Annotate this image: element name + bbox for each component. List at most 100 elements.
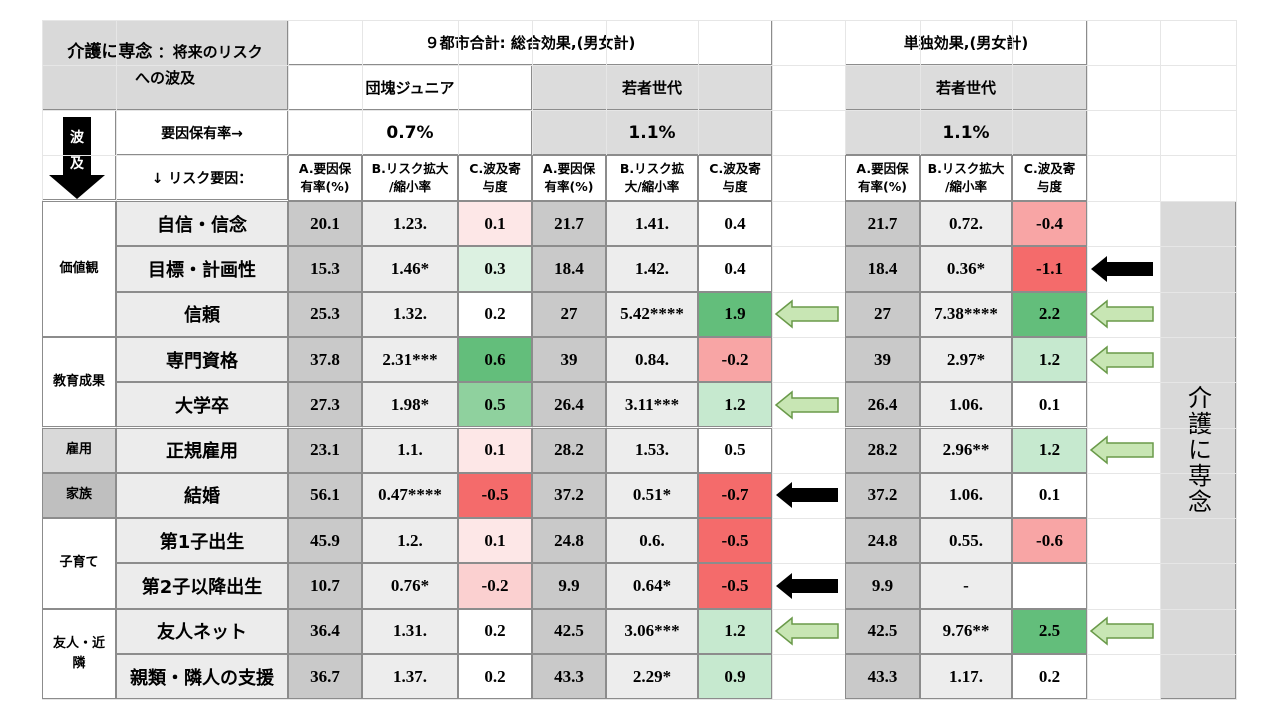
factor-label: 結婚 xyxy=(116,472,288,519)
corner-title-rest: ：将来のリスク xyxy=(157,43,263,61)
black-left-arrow-icon xyxy=(776,482,838,509)
corner-title-main: 介護に専念 xyxy=(67,42,153,62)
value-wk-a: 42.5 xyxy=(532,608,606,654)
group-label: 教育成果 xyxy=(42,336,116,428)
factor-label: 第2子以降出生 xyxy=(116,563,288,609)
value-wk-b: 0.64* xyxy=(606,563,698,609)
value-sg-a: 18.4 xyxy=(845,246,920,292)
subheader-sg-1: B.リスク拡大 /縮小率 xyxy=(920,155,1012,201)
value-dj-a: 25.3 xyxy=(288,291,362,337)
value-wk-b: 3.11*** xyxy=(606,382,698,428)
value-dj-b: 0.76* xyxy=(362,563,458,609)
grid-line xyxy=(42,110,1236,111)
green-left-arrow-icon xyxy=(774,299,839,329)
value-sg-a: 27 xyxy=(845,291,920,337)
rate-row-label: 要因保有率→ xyxy=(116,110,288,155)
value-wk-c: 0.9 xyxy=(698,654,772,700)
value-dj-b: 2.31*** xyxy=(362,336,458,383)
value-dj-c: 0.1 xyxy=(458,518,532,564)
value-dj-a: 56.1 xyxy=(288,472,362,519)
value-wk-c: 1.2 xyxy=(698,382,772,428)
green-left-arrow-icon xyxy=(1089,344,1154,375)
group-label: 子育て xyxy=(42,518,116,609)
value-sg-c: -1.1 xyxy=(1012,246,1087,292)
subheader-dj-1: B.リスク拡大 /縮小率 xyxy=(362,155,458,201)
value-wk-a: 28.2 xyxy=(532,427,606,473)
subheader-dj-2: C.波及寄 与度 xyxy=(458,155,532,201)
value-wk-c: -0.7 xyxy=(698,472,772,519)
black-left-arrow-icon xyxy=(776,573,838,600)
value-sg-a: 24.8 xyxy=(845,518,920,564)
value-wk-a: 37.2 xyxy=(532,472,606,519)
value-sg-b: 1.06. xyxy=(920,472,1012,519)
value-dj-a: 10.7 xyxy=(288,563,362,609)
grid-line xyxy=(42,699,1236,700)
value-dj-c: 0.1 xyxy=(458,427,532,473)
value-sg-b: 9.76** xyxy=(920,608,1012,654)
factor-label: 専門資格 xyxy=(116,336,288,383)
group-label: 家族 xyxy=(42,472,116,519)
value-dj-b: 1.2. xyxy=(362,518,458,564)
value-sg-b: 0.36* xyxy=(920,246,1012,292)
value-dj-c: 0.5 xyxy=(458,382,532,428)
side-label: 介護に専念 xyxy=(1160,201,1236,699)
grid-line xyxy=(42,20,1236,21)
value-sg-c: 1.2 xyxy=(1012,427,1087,473)
factor-label: 友人ネット xyxy=(116,608,288,654)
wave-char-2: 及 xyxy=(70,156,84,172)
value-sg-a: 43.3 xyxy=(845,654,920,700)
value-sg-c: -0.6 xyxy=(1012,518,1087,564)
value-dj-a: 36.7 xyxy=(288,654,362,700)
value-sg-b: 0.55. xyxy=(920,518,1012,564)
subheader-wk-0: A.要因保 有率(%) xyxy=(532,155,606,201)
value-wk-c: -0.5 xyxy=(698,563,772,609)
single-panel-title: 単独効果,(男女計) xyxy=(845,20,1087,65)
subheader-sg-0: A.要因保 有率(%) xyxy=(845,155,920,201)
value-wk-a: 21.7 xyxy=(532,201,606,247)
value-sg-c: 0.1 xyxy=(1012,382,1087,428)
value-wk-b: 0.84. xyxy=(606,336,698,383)
value-wk-c: 0.5 xyxy=(698,427,772,473)
value-wk-c: -0.2 xyxy=(698,336,772,383)
value-wk-c: 0.4 xyxy=(698,201,772,247)
group-label: 価値観 xyxy=(42,201,116,337)
factor-label: 正規雇用 xyxy=(116,427,288,473)
value-wk-b: 0.51* xyxy=(606,472,698,519)
value-sg-b: 0.72. xyxy=(920,201,1012,247)
value-dj-a: 45.9 xyxy=(288,518,362,564)
rate-wakamono: 1.1% xyxy=(532,110,772,155)
value-sg-a: 9.9 xyxy=(845,563,920,609)
value-dj-a: 36.4 xyxy=(288,608,362,654)
group-label: 雇用 xyxy=(42,427,116,473)
value-dj-b: 1.37. xyxy=(362,654,458,700)
value-dj-c: 0.1 xyxy=(458,201,532,247)
green-left-arrow-icon xyxy=(1089,299,1154,329)
value-dj-a: 20.1 xyxy=(288,201,362,247)
value-sg-b: - xyxy=(920,563,1012,609)
black-left-arrow-icon xyxy=(1091,255,1153,282)
value-sg-a: 21.7 xyxy=(845,201,920,247)
rate-single: 1.1% xyxy=(845,110,1087,155)
value-dj-c: 0.2 xyxy=(458,654,532,700)
grid-line xyxy=(1087,20,1088,700)
value-wk-b: 1.41. xyxy=(606,201,698,247)
value-sg-b: 2.97* xyxy=(920,336,1012,383)
subheader-wk-1: B.リスク拡 大/縮小率 xyxy=(606,155,698,201)
wave-char-1: 波 xyxy=(70,130,84,146)
grid-line xyxy=(772,20,773,700)
value-sg-a: 37.2 xyxy=(845,472,920,519)
value-dj-b: 1.46* xyxy=(362,246,458,292)
value-dj-a: 23.1 xyxy=(288,427,362,473)
factor-label: 第1子出生 xyxy=(116,518,288,564)
value-sg-c: 1.2 xyxy=(1012,336,1087,383)
factor-label: 信頼 xyxy=(116,291,288,337)
group-label: 友人・近 隣 xyxy=(42,608,116,700)
value-sg-a: 26.4 xyxy=(845,382,920,428)
value-sg-c: -0.4 xyxy=(1012,201,1087,247)
value-sg-c: 0.2 xyxy=(1012,654,1087,700)
group-dankai: 団塊ジュニア xyxy=(288,65,532,110)
factor-label: 自信・信念 xyxy=(116,201,288,247)
value-dj-c: 0.3 xyxy=(458,246,532,292)
value-wk-b: 1.42. xyxy=(606,246,698,292)
